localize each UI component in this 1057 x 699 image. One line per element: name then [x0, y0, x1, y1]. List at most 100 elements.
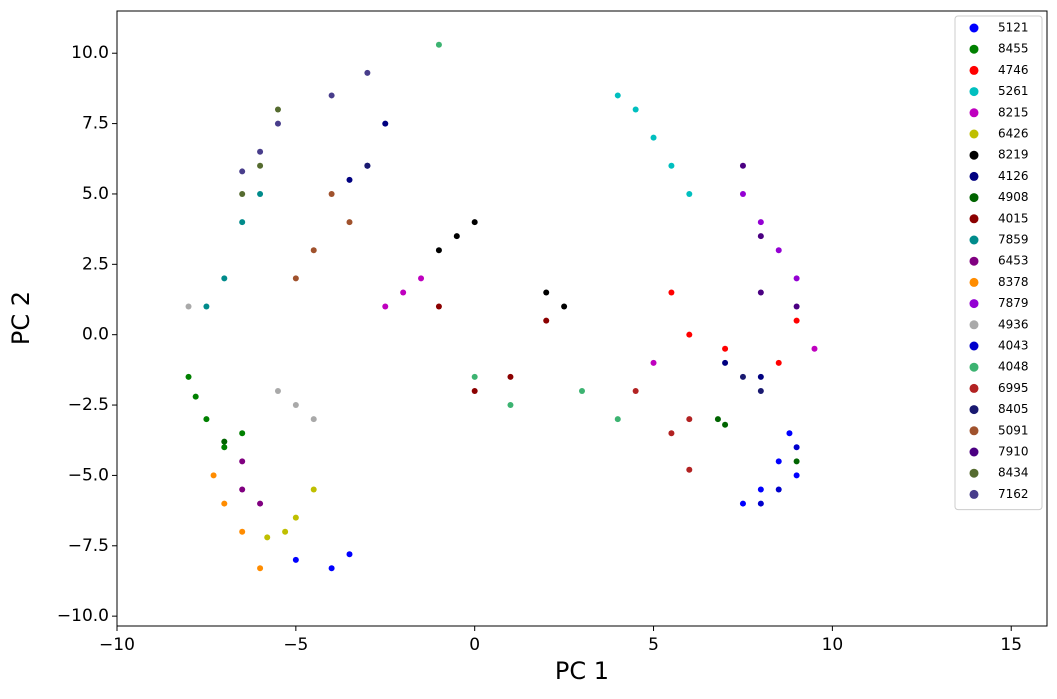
point: [453, 233, 460, 240]
point: [435, 247, 442, 254]
point: [257, 190, 264, 197]
point: [793, 317, 800, 324]
point: [507, 373, 514, 380]
point: [757, 233, 764, 240]
point: [714, 416, 721, 423]
legend-marker: [969, 426, 979, 436]
point: [650, 134, 657, 141]
point: [757, 373, 764, 380]
legend-label: 8434: [998, 466, 1029, 480]
x-tick-label: −10: [99, 635, 135, 655]
point: [722, 345, 729, 352]
y-tick-label: −10.0: [57, 606, 109, 626]
legend-marker: [969, 383, 979, 393]
point: [543, 289, 550, 296]
y-tick-label: 7.5: [82, 114, 109, 134]
legend-label: 8405: [998, 402, 1029, 416]
point: [185, 373, 192, 380]
legend-marker: [969, 256, 979, 266]
legend-label: 7910: [998, 445, 1029, 459]
point: [292, 514, 299, 521]
point: [328, 565, 335, 572]
point: [310, 486, 317, 493]
point: [282, 528, 289, 535]
legend-label: 6426: [998, 127, 1029, 141]
y-tick-label: 2.5: [82, 254, 109, 274]
legend-marker: [969, 341, 979, 351]
legend-marker: [969, 447, 979, 457]
point: [786, 430, 793, 437]
legend-marker: [969, 87, 979, 97]
point: [739, 373, 746, 380]
point: [346, 219, 353, 226]
legend-marker: [969, 44, 979, 54]
point: [543, 317, 550, 324]
point: [668, 162, 675, 169]
point: [811, 345, 818, 352]
legend-marker: [969, 320, 979, 330]
point: [239, 528, 246, 535]
plot-frame: [116, 10, 1048, 627]
point: [310, 247, 317, 254]
point: [757, 500, 764, 507]
point: [614, 416, 621, 423]
legend-label: 5261: [998, 84, 1029, 98]
legend-marker: [969, 150, 979, 160]
point: [757, 387, 764, 394]
legend-label: 5091: [998, 423, 1029, 437]
point: [364, 69, 371, 76]
legend-marker: [969, 23, 979, 33]
x-tick-label: 15: [1000, 635, 1022, 655]
point: [739, 500, 746, 507]
point: [203, 416, 210, 423]
point: [793, 458, 800, 465]
point: [775, 247, 782, 254]
legend-label: 8378: [998, 275, 1029, 289]
point: [507, 402, 514, 409]
legend-marker: [969, 108, 979, 118]
legend-marker: [969, 299, 979, 309]
legend-label: 7859: [998, 233, 1029, 247]
point: [471, 373, 478, 380]
point: [221, 275, 228, 282]
point: [257, 565, 264, 572]
legend-label: 6453: [998, 254, 1029, 268]
point: [346, 176, 353, 183]
point: [328, 92, 335, 99]
point: [210, 472, 217, 479]
point: [221, 438, 228, 445]
point: [292, 275, 299, 282]
point: [435, 303, 442, 310]
point: [435, 41, 442, 48]
point: [239, 168, 246, 175]
point: [221, 500, 228, 507]
legend-label: 8219: [998, 148, 1029, 162]
point: [686, 466, 693, 473]
point: [471, 219, 478, 226]
legend-label: 4936: [998, 317, 1029, 331]
point: [775, 486, 782, 493]
point: [686, 190, 693, 197]
legend-label: 7879: [998, 296, 1029, 310]
legend-marker: [969, 468, 979, 478]
y-tick-label: −7.5: [68, 536, 109, 556]
point: [264, 534, 271, 541]
point: [346, 551, 353, 558]
point: [239, 190, 246, 197]
x-tick-label: 0: [469, 635, 480, 655]
point: [274, 106, 281, 113]
y-tick-label: −5.0: [68, 465, 109, 485]
legend-marker: [969, 214, 979, 224]
legend-label: 5121: [998, 21, 1029, 35]
legend-label: 4908: [998, 190, 1029, 204]
point: [668, 430, 675, 437]
point: [239, 458, 246, 465]
legend-label: 7162: [998, 487, 1029, 501]
legend-marker: [969, 489, 979, 499]
point: [757, 486, 764, 493]
legend-label: 4048: [998, 360, 1029, 374]
y-tick-label: 10.0: [71, 43, 109, 63]
point: [257, 162, 264, 169]
point: [364, 162, 371, 169]
